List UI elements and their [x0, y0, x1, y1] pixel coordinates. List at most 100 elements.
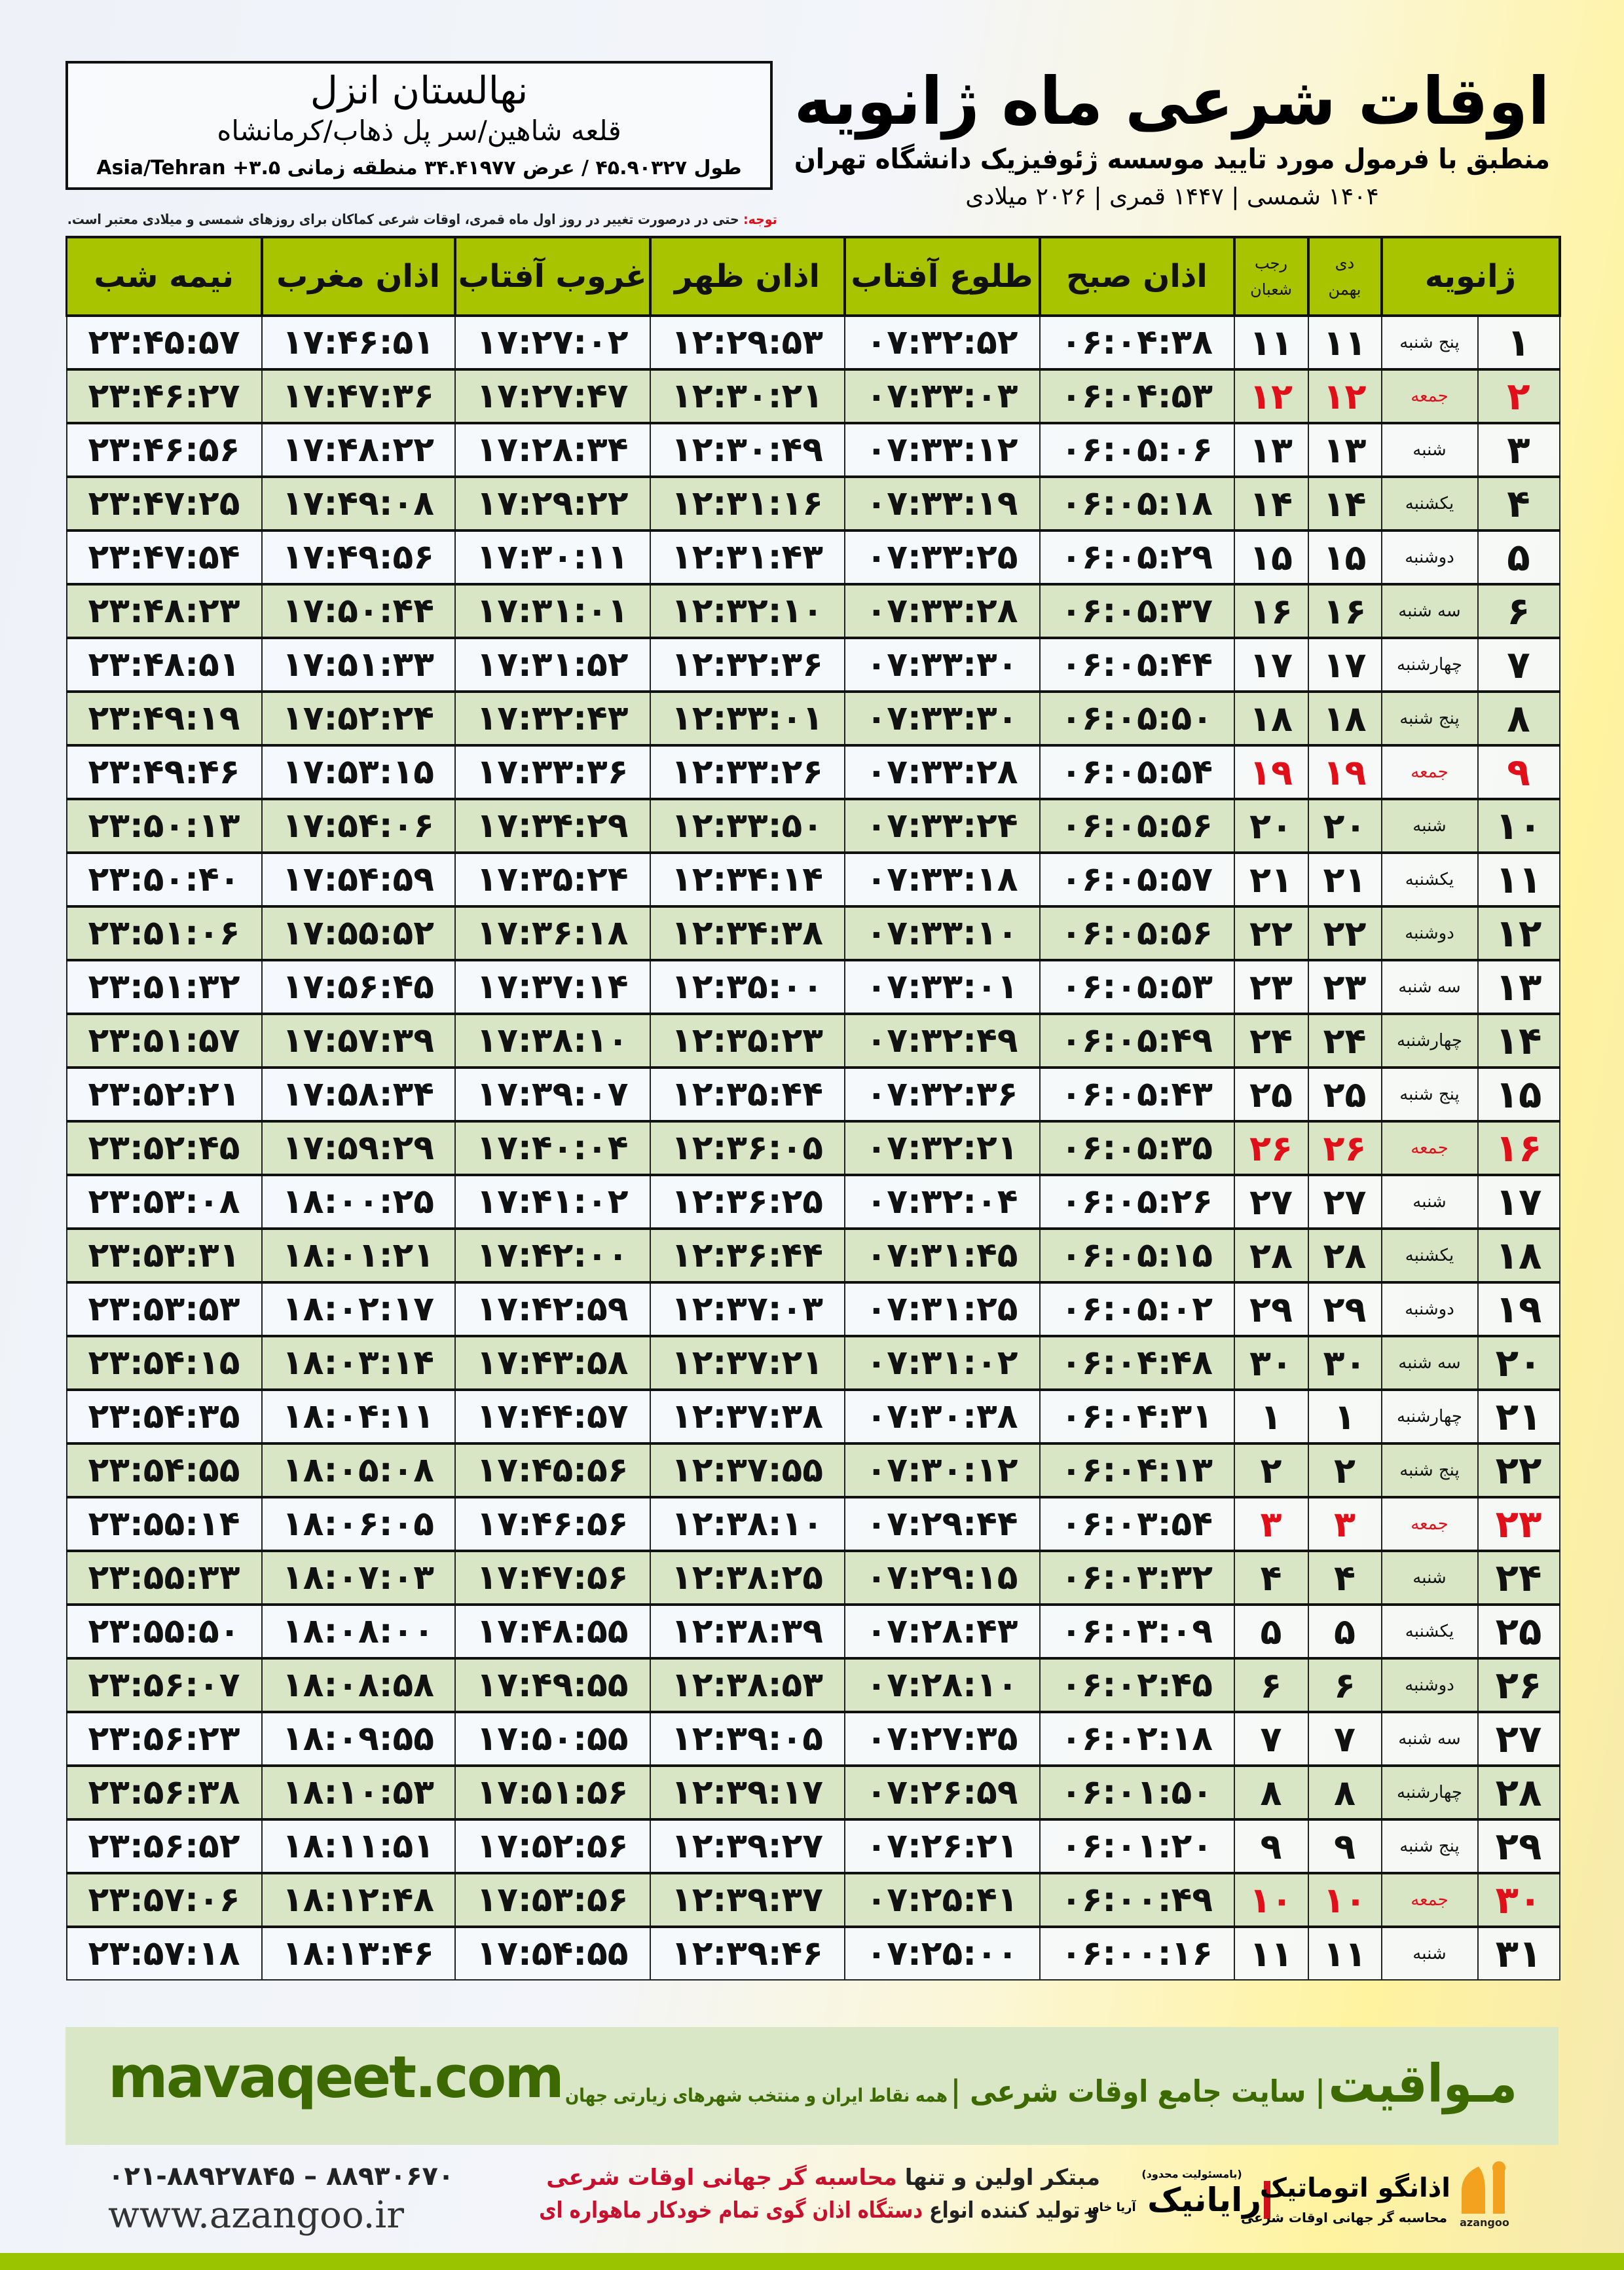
- midnight-time: ۲۳:۵۶:۰۷: [88, 1665, 240, 1705]
- qamari-date: ۲۵: [1249, 1073, 1293, 1115]
- midnight-time-cell: ۲۳:۵۳:۰۸: [65, 1174, 263, 1229]
- weekday: جمعه: [1411, 1138, 1449, 1158]
- fajr-time: ۰۶:۰۳:۵۴: [1060, 1504, 1213, 1544]
- qamari-date: ۶: [1260, 1664, 1282, 1706]
- fajr-time: ۰۶:۰۵:۱۸: [1060, 484, 1213, 523]
- sunset-time-cell: ۱۷:۴۲:۵۹: [454, 1281, 651, 1337]
- weekday-cell: چهارشنبه: [1380, 1013, 1479, 1068]
- dhuhr-time-cell: ۱۲:۳۹:۲۷: [649, 1818, 845, 1874]
- day-number: ۵: [1507, 535, 1530, 580]
- weekday-cell: پنج شنبه: [1380, 690, 1479, 746]
- shamsi-date: ۱۰: [1323, 1879, 1367, 1921]
- sunset-time: ۱۷:۲۷:۴۷: [476, 377, 629, 416]
- midnight-time-cell: ۲۳:۴۸:۲۳: [65, 583, 263, 639]
- table-row: ۱۶ جمعه ۲۶ ۲۶ ۰۶:۰۵:۳۵ ۰۷:۳۲:۲۱ ۱۲:۳۶:۰۵ ۱۷:۴۰:…: [65, 1120, 1560, 1176]
- weekday-cell: یکشنبه: [1380, 1227, 1479, 1283]
- qamari-date: ۲۸: [1249, 1235, 1293, 1276]
- fajr-time-cell: ۰۶:۰۵:۵۶: [1039, 798, 1235, 853]
- day-number: ۱۹: [1495, 1287, 1542, 1331]
- qamari-date: ۷: [1260, 1718, 1282, 1760]
- sunset-time: ۱۷:۲۸:۳۴: [476, 430, 629, 470]
- weekday: دوشنبه: [1405, 1299, 1454, 1319]
- azangoo-name: اذانگو اتوماتیک: [1259, 2173, 1450, 2203]
- dhuhr-time: ۱۲:۳۳:۵۰: [671, 806, 824, 846]
- maghrib-time: ۱۸:۰۶:۰۵: [282, 1504, 435, 1544]
- fajr-time-cell: ۰۶:۰۵:۰۶: [1039, 422, 1235, 477]
- weekday: شنبه: [1412, 816, 1447, 836]
- table-row: ۱۱ یکشنبه ۲۱ ۲۱ ۰۶:۰۵:۵۷ ۰۷:۳۳:۱۸ ۱۲:۳۴:۱۴ ۱۷:۳…: [65, 851, 1560, 907]
- note-label: توجه:: [743, 212, 777, 227]
- fajr-time-cell: ۰۶:۰۵:۰۲: [1039, 1281, 1235, 1337]
- weekday: سه شنبه: [1398, 601, 1461, 621]
- sunrise-time-cell: ۰۷:۳۲:۰۴: [843, 1174, 1041, 1229]
- sunrise-time-cell: ۰۷:۲۸:۱۰: [843, 1657, 1041, 1713]
- table-row: ۲۱ چهارشنبه ۱ ۱ ۰۶:۰۴:۳۱ ۰۷:۳۰:۳۸ ۱۲:۳۷:۳۸ ۱۷:۴…: [65, 1388, 1560, 1444]
- dhuhr-time-cell: ۱۲:۳۰:۴۹: [649, 422, 845, 477]
- table-row: ۶ سه شنبه ۱۶ ۱۶ ۰۶:۰۵:۳۷ ۰۷:۳۳:۲۸ ۱۲:۳۲:۱۰ ۱۷:۳…: [65, 583, 1560, 639]
- weekday: چهارشنبه: [1397, 655, 1462, 675]
- midnight-time-cell: ۲۳:۴۵:۵۷: [65, 314, 263, 370]
- shamsi-date: ۱۵: [1323, 536, 1367, 578]
- dhuhr-time-cell: ۱۲:۳۱:۱۶: [649, 475, 845, 531]
- qamari-date: ۲۴: [1249, 1020, 1293, 1062]
- page-title: اوقات شرعی ماه ژانویه: [794, 63, 1550, 140]
- sunrise-time-cell: ۰۷:۳۲:۴۹: [843, 1013, 1041, 1068]
- sunrise-time: ۰۷:۲۹:۱۵: [866, 1558, 1018, 1597]
- site-url[interactable]: mavaqeet.com: [108, 2043, 564, 2111]
- maghrib-time-cell: ۱۷:۵۵:۵۲: [261, 905, 456, 961]
- brand-slogan-small: همه نقاط ایران و منتخب شهرهای زیارتی جها…: [564, 2085, 948, 2106]
- dhuhr-time: ۱۲:۳۹:۳۷: [671, 1880, 824, 1920]
- sunset-time-cell: ۱۷:۴۰:۰۴: [454, 1120, 651, 1176]
- qamari-date: ۱۸: [1249, 698, 1293, 739]
- fajr-time: ۰۶:۰۵:۵۰: [1060, 699, 1213, 738]
- location-box: نهالستان انزل قلعه شاهین/سر پل ذهاب/کرما…: [65, 61, 773, 190]
- prayer-times-table: ژانویه دی بهمن رجب شعبان اذان صبح طلوع آفت…: [65, 236, 1561, 1981]
- sunrise-time-cell: ۰۷:۳۳:۳۰: [843, 637, 1041, 692]
- midnight-time-cell: ۲۳:۵۶:۲۳: [65, 1711, 263, 1766]
- maghrib-time: ۱۷:۵۰:۴۴: [282, 591, 435, 631]
- sunset-time-cell: ۱۷:۴۴:۵۷: [454, 1388, 651, 1444]
- sunset-time-cell: ۱۷:۳۶:۱۸: [454, 905, 651, 961]
- fajr-time: ۰۶:۰۴:۳۱: [1060, 1397, 1213, 1436]
- header-fajr: اذان صبح: [1039, 236, 1236, 317]
- maghrib-time-cell: ۱۷:۴۹:۵۶: [261, 529, 456, 585]
- midnight-time: ۲۳:۵۰:۴۰: [88, 860, 240, 899]
- dhuhr-time-cell: ۱۲:۳۴:۱۴: [649, 851, 845, 907]
- sunrise-time: ۰۷:۳۰:۱۲: [866, 1451, 1018, 1490]
- header-midnight-label: نیمه شب: [94, 258, 234, 295]
- midnight-time: ۲۳:۵۶:۳۸: [88, 1773, 240, 1812]
- dhuhr-time: ۱۲:۳۳:۰۱: [671, 699, 824, 738]
- weekday-cell: یکشنبه: [1380, 1603, 1479, 1659]
- weekday-cell: دوشنبه: [1380, 1657, 1479, 1713]
- shamsi-date: ۳: [1334, 1503, 1356, 1545]
- midnight-time: ۲۳:۴۶:۲۷: [88, 377, 240, 416]
- midnight-time: ۲۳:۵۴:۱۵: [88, 1343, 240, 1383]
- qamari-date-cell: ۲۴: [1233, 1013, 1309, 1068]
- sunrise-time: ۰۷:۳۳:۰۳: [866, 377, 1018, 416]
- midnight-time-cell: ۲۳:۴۷:۵۴: [65, 529, 263, 585]
- shamsi-date: ۲۴: [1323, 1020, 1367, 1062]
- midnight-time-cell: ۲۳:۵۵:۳۳: [65, 1550, 263, 1605]
- sunrise-time-cell: ۰۷:۳۱:۲۵: [843, 1281, 1041, 1337]
- midnight-time-cell: ۲۳:۵۴:۱۵: [65, 1335, 263, 1390]
- shamsi-date: ۲۱: [1323, 859, 1367, 901]
- header-dhuhr-label: اذان ظهر: [674, 258, 820, 295]
- maghrib-time: ۱۷:۵۷:۳۹: [282, 1021, 435, 1060]
- shamsi-date-cell: ۱۴: [1307, 475, 1382, 531]
- sunrise-time-cell: ۰۷:۳۳:۲۸: [843, 744, 1041, 800]
- fajr-time-cell: ۰۶:۰۵:۵۷: [1039, 851, 1235, 907]
- day-number-cell: ۲۲: [1477, 1442, 1560, 1498]
- midnight-time: ۲۳:۴۶:۵۶: [88, 430, 240, 470]
- azangoo-url[interactable]: www.azangoo.ir: [108, 2194, 405, 2237]
- sunset-time: ۱۷:۳۷:۱۴: [476, 967, 629, 1007]
- page-header: اوقات شرعی ماه ژانویه منطبق با فرمول مور…: [792, 62, 1552, 217]
- day-number-cell: ۱۷: [1477, 1174, 1560, 1229]
- header-sunset-label: غروب آفتاب: [458, 258, 647, 295]
- shamsi-date-cell: ۷: [1307, 1711, 1382, 1766]
- shamsi-date: ۷: [1334, 1718, 1356, 1760]
- note-text: حتی در درصورت تغییر در روز اول ماه قمری،…: [67, 212, 744, 227]
- sunrise-time: ۰۷:۳۲:۴۹: [866, 1021, 1018, 1060]
- dhuhr-time: ۱۲:۳۲:۳۶: [671, 645, 824, 684]
- day-number: ۱۰: [1495, 804, 1542, 848]
- weekday: چهارشنبه: [1397, 1031, 1462, 1051]
